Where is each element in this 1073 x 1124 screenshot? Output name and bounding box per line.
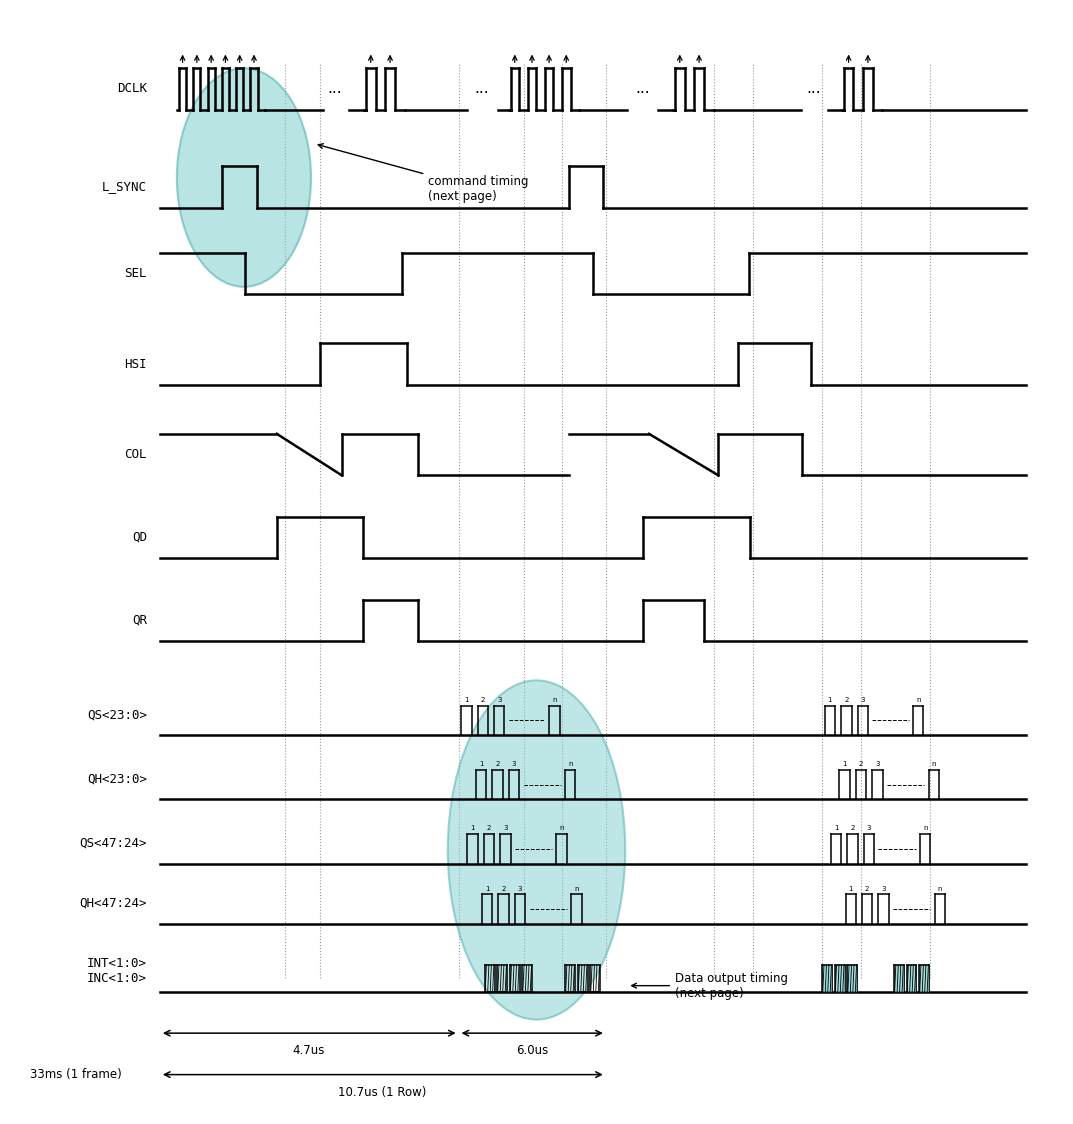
- Text: ...: ...: [635, 81, 650, 97]
- Polygon shape: [894, 964, 903, 991]
- Polygon shape: [848, 964, 857, 991]
- Text: 3: 3: [518, 886, 523, 891]
- Text: QS<23:0>: QS<23:0>: [87, 708, 147, 722]
- Polygon shape: [822, 964, 832, 991]
- Text: 3: 3: [876, 761, 880, 768]
- Text: 3: 3: [512, 761, 516, 768]
- Text: 1: 1: [849, 886, 853, 891]
- Text: QH<47:24>: QH<47:24>: [79, 897, 147, 909]
- Polygon shape: [920, 964, 929, 991]
- Text: 3: 3: [867, 825, 871, 832]
- Ellipse shape: [447, 680, 626, 1019]
- Text: DCLK: DCLK: [117, 82, 147, 96]
- Ellipse shape: [177, 69, 311, 287]
- Text: 1: 1: [479, 761, 483, 768]
- Text: SEL: SEL: [124, 268, 147, 280]
- Text: 3: 3: [497, 697, 501, 704]
- Text: ...: ...: [327, 81, 342, 97]
- Text: n: n: [574, 886, 578, 891]
- Text: INT<1:0>
INC<1:0>: INT<1:0> INC<1:0>: [87, 957, 147, 985]
- Text: n: n: [923, 825, 927, 832]
- Text: 4.7us: 4.7us: [293, 1044, 325, 1058]
- Text: 3: 3: [881, 886, 886, 891]
- Text: 2: 2: [481, 697, 485, 704]
- Text: 2: 2: [844, 697, 849, 704]
- Text: QH<23:0>: QH<23:0>: [87, 772, 147, 786]
- Text: n: n: [916, 697, 921, 704]
- Text: 10.7us (1 Row): 10.7us (1 Row): [338, 1086, 427, 1099]
- Text: 1: 1: [470, 825, 474, 832]
- Text: L_SYNC: L_SYNC: [102, 181, 147, 193]
- Text: 6.0us: 6.0us: [516, 1044, 548, 1058]
- Text: 2: 2: [858, 761, 864, 768]
- Text: 1: 1: [834, 825, 838, 832]
- Text: Data output timing
(next page): Data output timing (next page): [632, 971, 788, 999]
- Text: n: n: [559, 825, 563, 832]
- Text: COL: COL: [124, 448, 147, 461]
- Text: HSI: HSI: [124, 357, 147, 371]
- Text: n: n: [931, 761, 936, 768]
- Text: QD: QD: [132, 531, 147, 544]
- Text: command timing
(next page): command timing (next page): [319, 144, 529, 202]
- Text: 1: 1: [465, 697, 469, 704]
- Text: n: n: [568, 761, 573, 768]
- Text: 2: 2: [496, 761, 500, 768]
- Polygon shape: [835, 964, 844, 991]
- Text: QR: QR: [132, 614, 147, 627]
- Text: n: n: [938, 886, 942, 891]
- Text: 1: 1: [842, 761, 847, 768]
- Text: n: n: [553, 697, 557, 704]
- Text: QS<47:24>: QS<47:24>: [79, 836, 147, 850]
- Text: 33ms (1 frame): 33ms (1 frame): [30, 1068, 122, 1081]
- Text: ...: ...: [474, 81, 489, 97]
- Text: 3: 3: [861, 697, 865, 704]
- Text: ...: ...: [806, 81, 821, 97]
- Text: 2: 2: [501, 886, 505, 891]
- Polygon shape: [907, 964, 916, 991]
- Text: 1: 1: [827, 697, 833, 704]
- Text: 3: 3: [503, 825, 508, 832]
- Text: 1: 1: [485, 886, 489, 891]
- Text: 2: 2: [487, 825, 491, 832]
- Text: 2: 2: [865, 886, 869, 891]
- Text: 2: 2: [850, 825, 854, 832]
